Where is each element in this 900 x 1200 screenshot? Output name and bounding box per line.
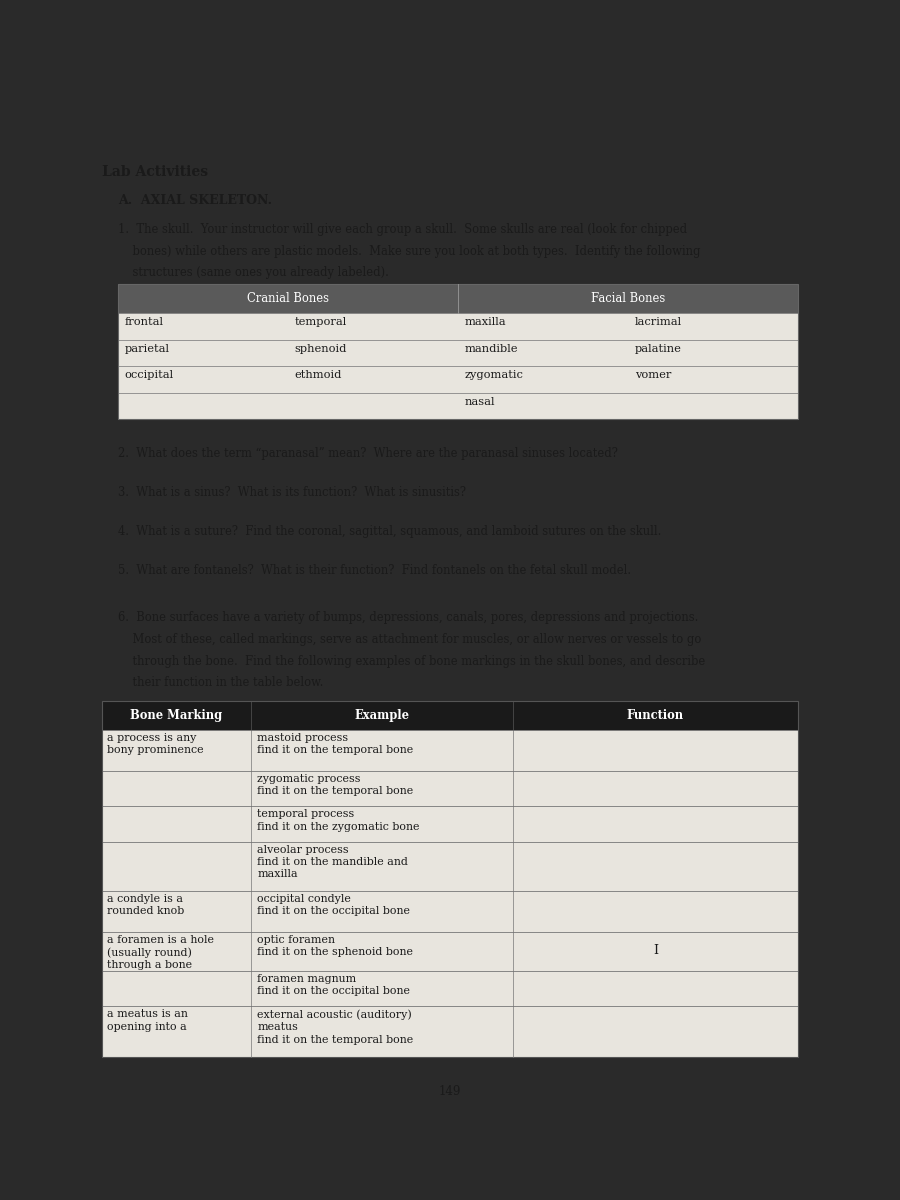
- Text: temporal process
find it on the zygomatic bone: temporal process find it on the zygomati…: [257, 809, 419, 832]
- Bar: [102, 1007, 798, 1057]
- Text: mandible: mandible: [464, 344, 518, 354]
- Text: frontal: frontal: [124, 317, 164, 328]
- Bar: [102, 806, 798, 841]
- Text: foramen magnum
find it on the occipital bone: foramen magnum find it on the occipital …: [257, 974, 410, 996]
- Text: external acoustic (auditory)
meatus
find it on the temporal bone: external acoustic (auditory) meatus find…: [257, 1009, 413, 1045]
- Text: maxilla: maxilla: [464, 317, 506, 328]
- Bar: [118, 284, 798, 419]
- Text: ethmoid: ethmoid: [294, 371, 342, 380]
- Bar: [102, 730, 798, 772]
- Text: nasal: nasal: [464, 397, 495, 407]
- Text: alveolar process
find it on the mandible and
maxilla: alveolar process find it on the mandible…: [257, 845, 408, 880]
- Text: mastoid process
find it on the temporal bone: mastoid process find it on the temporal …: [257, 733, 413, 755]
- Text: optic foramen
find it on the sphenoid bone: optic foramen find it on the sphenoid bo…: [257, 935, 413, 958]
- Text: 5.  What are fontanels?  What is their function?  Find fontanels on the fetal sk: 5. What are fontanels? What is their fun…: [118, 564, 631, 577]
- Text: Lab Activities: Lab Activities: [102, 164, 208, 179]
- Text: A.  AXIAL SKELETON.: A. AXIAL SKELETON.: [118, 194, 272, 206]
- Bar: [102, 971, 798, 1007]
- Text: their function in the table below.: their function in the table below.: [118, 676, 323, 689]
- Text: Function: Function: [627, 709, 684, 721]
- Bar: [118, 313, 798, 340]
- Text: 6.  Bone surfaces have a variety of bumps, depressions, canals, pores, depressio: 6. Bone surfaces have a variety of bumps…: [118, 611, 698, 624]
- Text: zygomatic: zygomatic: [464, 371, 524, 380]
- Text: structures (same ones you already labeled).: structures (same ones you already labele…: [118, 266, 389, 280]
- Text: 149: 149: [439, 1086, 461, 1098]
- Text: a process is any
bony prominence: a process is any bony prominence: [107, 733, 204, 755]
- Bar: [102, 890, 798, 932]
- Text: 1.  The skull.  Your instructor will give each group a skull.  Some skulls are r: 1. The skull. Your instructor will give …: [118, 223, 687, 236]
- Text: sphenoid: sphenoid: [294, 344, 346, 354]
- Text: occipital: occipital: [124, 371, 174, 380]
- Bar: [102, 701, 798, 1057]
- Text: Example: Example: [355, 709, 410, 721]
- Bar: [118, 284, 798, 313]
- Bar: [118, 392, 798, 419]
- Text: lacrimal: lacrimal: [634, 317, 682, 328]
- Text: through the bone.  Find the following examples of bone markings in the skull bon: through the bone. Find the following exa…: [118, 654, 706, 667]
- Text: vomer: vomer: [634, 371, 671, 380]
- Text: palatine: palatine: [634, 344, 681, 354]
- Text: bones) while others are plastic models.  Make sure you look at both types.  Iden: bones) while others are plastic models. …: [118, 245, 700, 258]
- Text: 2.  What does the term “paranasal” mean?  Where are the paranasal sinuses locate: 2. What does the term “paranasal” mean? …: [118, 446, 617, 460]
- Text: Most of these, called markings, serve as attachment for muscles, or allow nerves: Most of these, called markings, serve as…: [118, 632, 701, 646]
- Text: temporal: temporal: [294, 317, 346, 328]
- Bar: [102, 772, 798, 806]
- Text: parietal: parietal: [124, 344, 169, 354]
- Text: Cranial Bones: Cranial Bones: [247, 293, 329, 305]
- Text: a condyle is a
rounded knob: a condyle is a rounded knob: [107, 894, 184, 916]
- Bar: [118, 366, 798, 392]
- Bar: [102, 932, 798, 971]
- Bar: [118, 340, 798, 366]
- Text: a foramen is a hole
(usually round)
through a bone: a foramen is a hole (usually round) thro…: [107, 935, 214, 971]
- Text: zygomatic process
find it on the temporal bone: zygomatic process find it on the tempora…: [257, 774, 413, 797]
- Bar: [102, 841, 798, 890]
- Text: occipital condyle
find it on the occipital bone: occipital condyle find it on the occipit…: [257, 894, 410, 916]
- Text: Bone Marking: Bone Marking: [130, 709, 222, 721]
- Text: Facial Bones: Facial Bones: [591, 293, 665, 305]
- Bar: [102, 701, 798, 730]
- Text: 3.  What is a sinus?  What is its function?  What is sinusitis?: 3. What is a sinus? What is its function…: [118, 486, 466, 499]
- Text: I: I: [653, 943, 658, 956]
- Text: a meatus is an
opening into a: a meatus is an opening into a: [107, 1009, 188, 1032]
- Text: 4.  What is a suture?  Find the coronal, sagittal, squamous, and lamboid sutures: 4. What is a suture? Find the coronal, s…: [118, 526, 662, 538]
